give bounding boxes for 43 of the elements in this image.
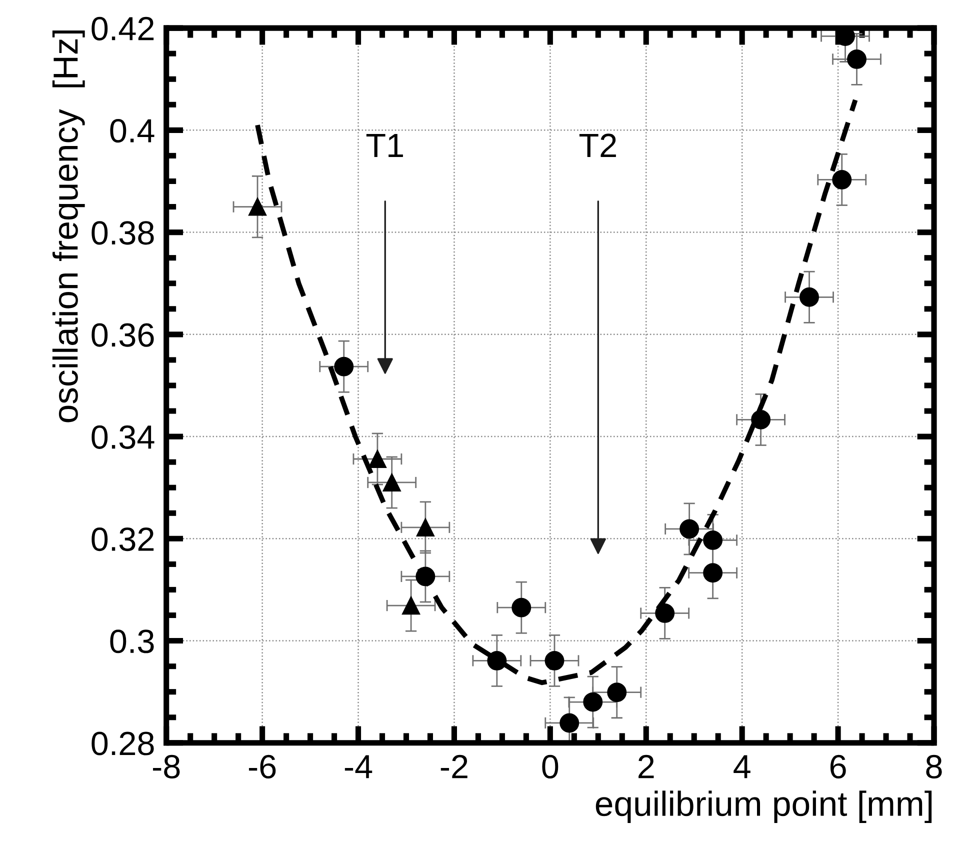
y-tick-label: 0.3 bbox=[110, 630, 154, 654]
point bbox=[583, 692, 603, 712]
x-tick-label: -4 bbox=[344, 755, 372, 778]
line-series bbox=[255, 98, 858, 686]
point bbox=[544, 650, 564, 670]
x-tick-label: 4 bbox=[734, 755, 750, 778]
x-tick-label: -2 bbox=[440, 754, 468, 778]
point bbox=[382, 473, 401, 492]
point bbox=[703, 530, 723, 550]
point bbox=[832, 170, 852, 190]
x-tick-label: 8 bbox=[926, 754, 942, 778]
y-tick-label: 0.34 bbox=[92, 425, 154, 449]
point bbox=[334, 356, 354, 376]
x-axis-title: equilibrium point [mm] bbox=[596, 790, 932, 824]
y-tick-label: 0.32 bbox=[92, 527, 154, 552]
annotation: T1 bbox=[366, 134, 403, 157]
point bbox=[703, 563, 723, 583]
point bbox=[560, 713, 580, 733]
point bbox=[402, 596, 420, 615]
y-tick-label: 0.42 bbox=[92, 16, 154, 40]
point bbox=[368, 450, 386, 468]
x-tick-label: 2 bbox=[638, 754, 654, 778]
y-tick-label: 0.38 bbox=[92, 221, 154, 245]
y-axis-title: oscillation frequency [Hz] bbox=[52, 30, 85, 422]
point bbox=[847, 49, 866, 69]
point bbox=[751, 410, 771, 430]
y-tick-label: 0.28 bbox=[92, 732, 154, 756]
y-tick-label: 0.4 bbox=[110, 118, 154, 143]
point bbox=[487, 650, 507, 670]
point bbox=[512, 598, 532, 618]
point bbox=[680, 519, 700, 539]
y-tick-label: 0.36 bbox=[92, 323, 154, 347]
x-tick-label: -8 bbox=[153, 754, 180, 778]
point bbox=[607, 682, 627, 702]
x-tick-label: 0 bbox=[542, 754, 558, 778]
annotation: T2 bbox=[579, 134, 616, 157]
point bbox=[416, 518, 434, 536]
point bbox=[800, 287, 819, 307]
point bbox=[248, 198, 267, 216]
point bbox=[416, 566, 436, 586]
x-tick-label: -6 bbox=[248, 754, 276, 778]
point bbox=[655, 603, 675, 623]
x-tick-label: 6 bbox=[830, 754, 846, 778]
